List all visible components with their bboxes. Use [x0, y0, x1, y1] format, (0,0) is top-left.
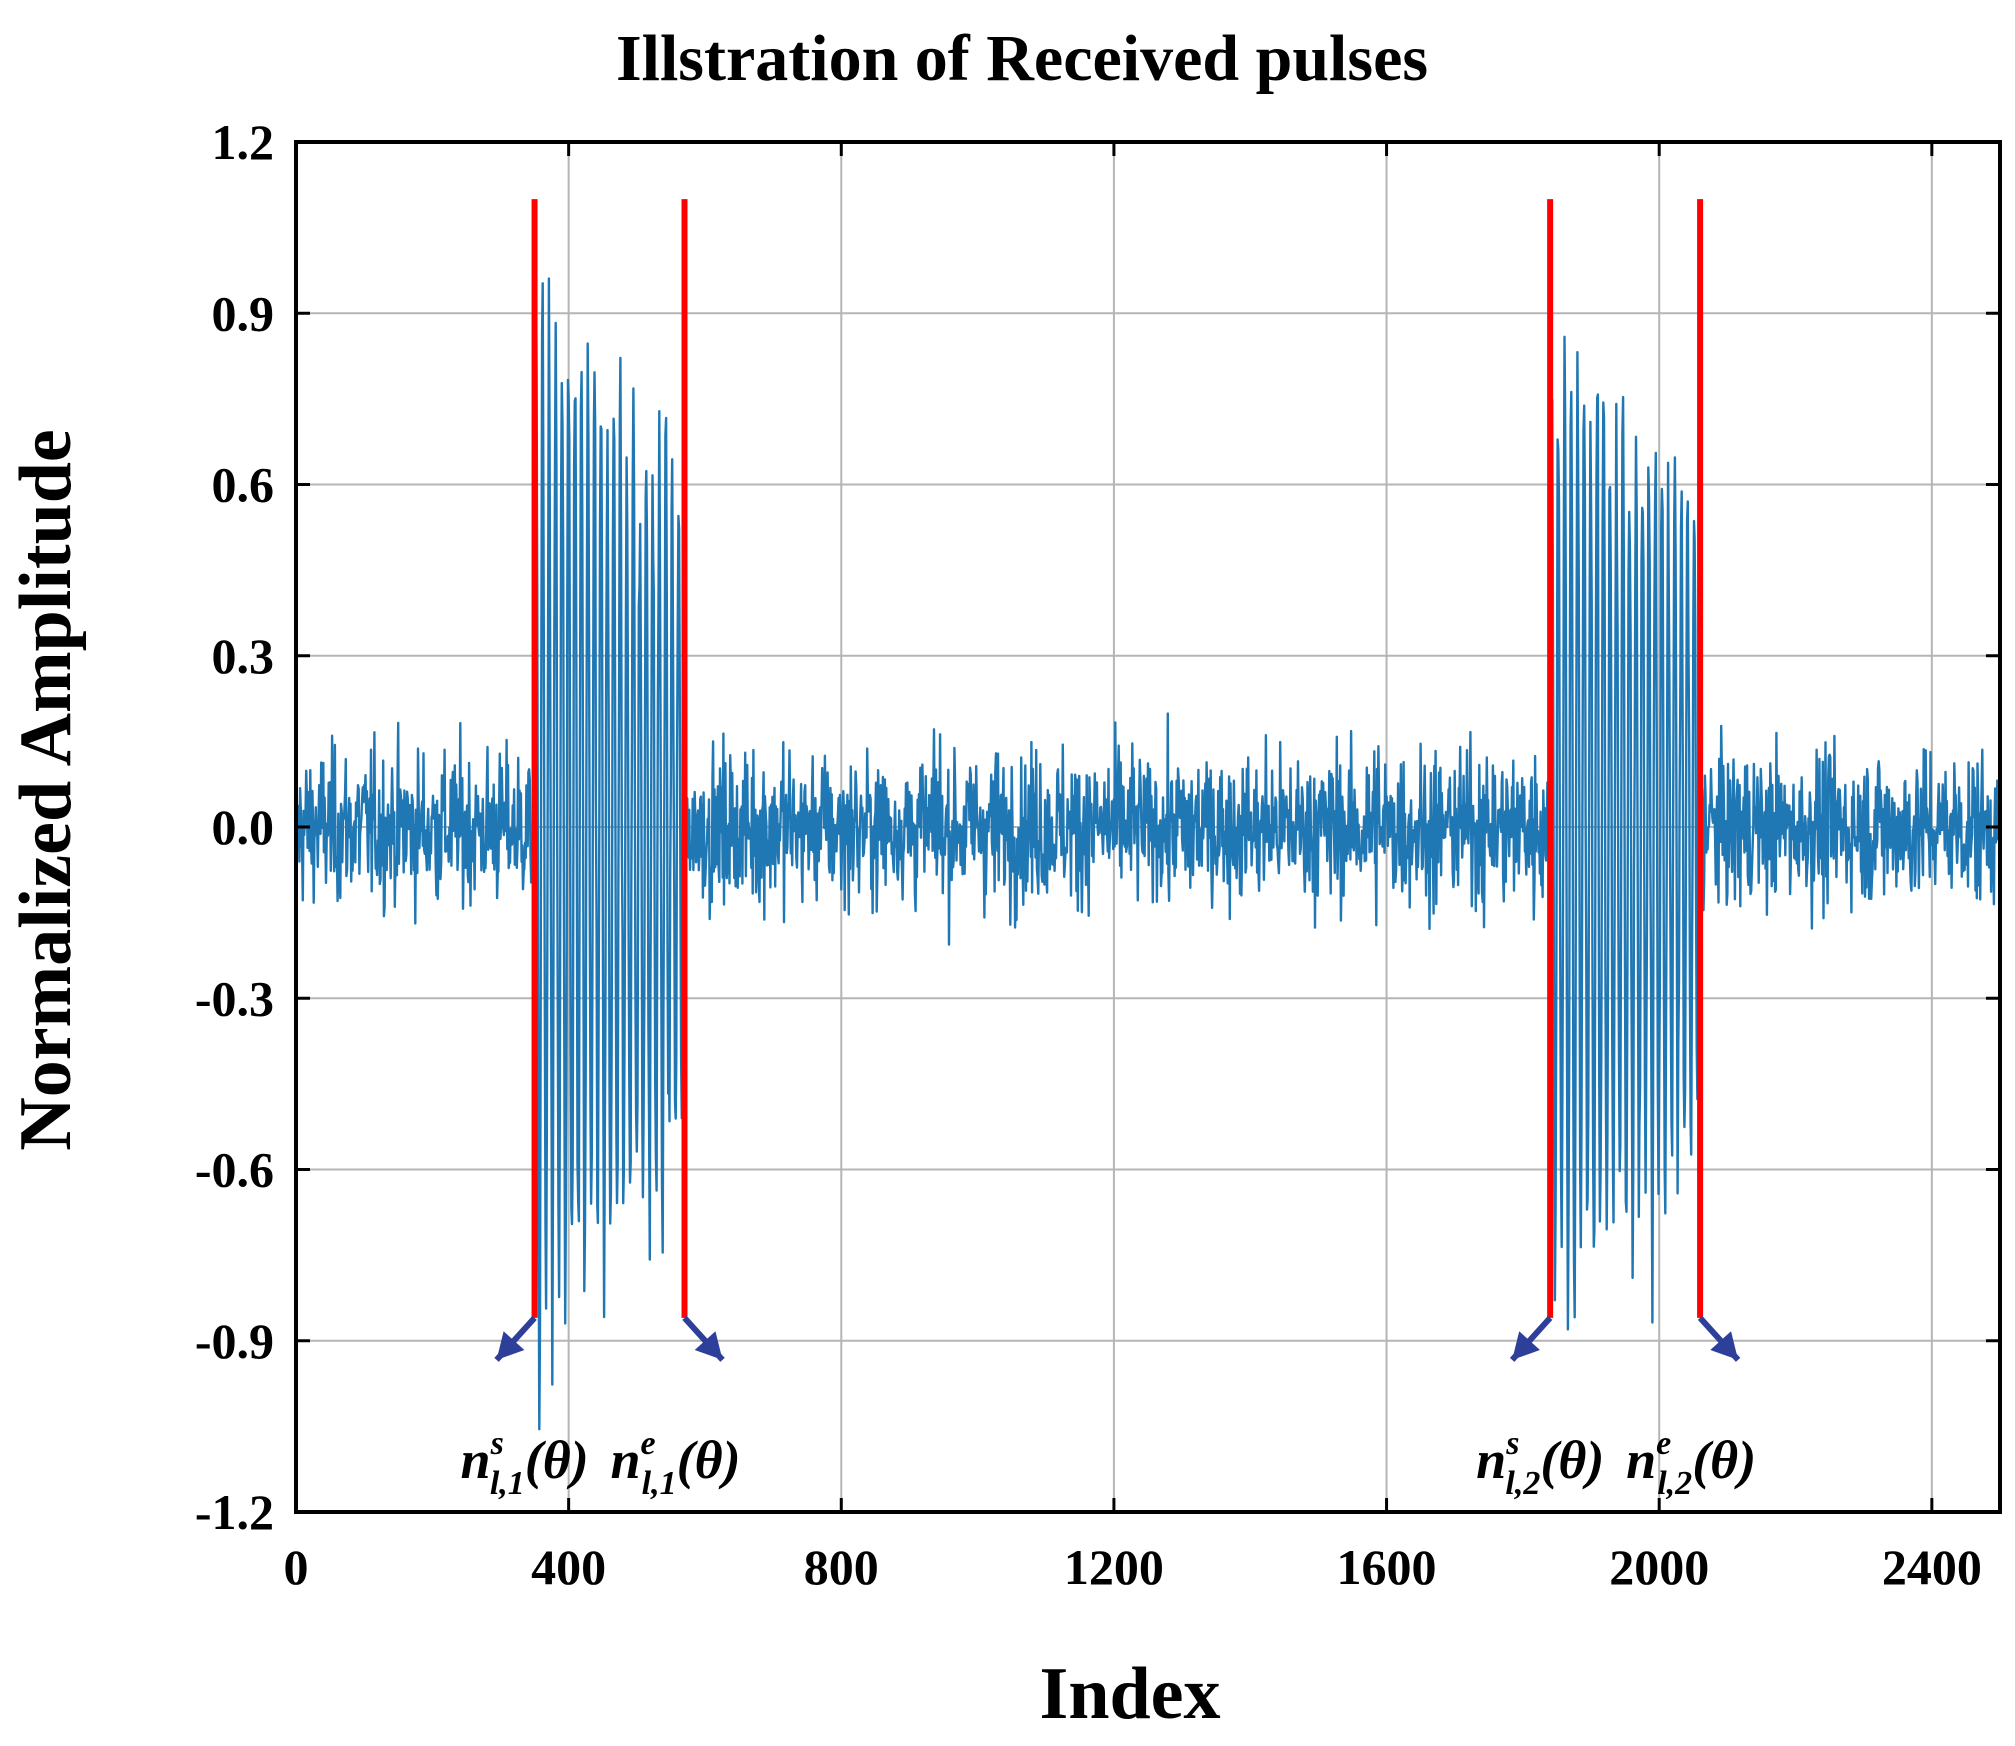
- chart-title: Illstration of Received pulses: [616, 22, 1428, 95]
- y-tick-label: 1.2: [212, 114, 275, 170]
- marker-arrowhead: [496, 1331, 525, 1360]
- marker-arrowhead: [1512, 1331, 1540, 1360]
- y-tick-label: -0.3: [195, 970, 274, 1026]
- y-tick-label: -1.2: [195, 1484, 274, 1540]
- pulse-markers: [494, 199, 1741, 1362]
- x-tick-label: 400: [531, 1539, 606, 1595]
- x-tick-label: 0: [284, 1539, 309, 1595]
- pulse-label: ne l,1(θ): [611, 1425, 741, 1502]
- pulse-label: ns l,2(θ): [1476, 1425, 1604, 1502]
- x-tick-label: 1200: [1064, 1539, 1164, 1595]
- x-tick-label: 1600: [1337, 1539, 1437, 1595]
- pulse-label: ne l,2(θ): [1626, 1425, 1756, 1502]
- x-tick-labels: 0 400 800 1200 1600 2000 2400: [284, 1539, 1982, 1595]
- signal-line: [294, 268, 2001, 1431]
- pulse-label: ns l,1(θ): [461, 1425, 589, 1502]
- x-tick-label: 800: [804, 1539, 879, 1595]
- x-axis-label: Index: [1040, 1653, 1221, 1735]
- y-tick-label: 0.6: [212, 457, 275, 513]
- y-tick-label: -0.9: [195, 1313, 274, 1369]
- x-tick-label: 2400: [1882, 1539, 1982, 1595]
- x-tick-label: 2000: [1609, 1539, 1709, 1595]
- y-tick-label: 0.9: [212, 285, 275, 341]
- y-tick-label: 0.0: [212, 799, 275, 855]
- marker-arrowhead: [1710, 1331, 1739, 1360]
- y-tick-labels: 1.2 0.9 0.6 0.3 0.0 -0.3 -0.6 -0.9 -1.2: [195, 114, 274, 1540]
- pulse-annotations: ns l,1(θ) ne l,1(θ) ns l,2(θ) ne l,2(θ): [461, 1425, 1757, 1502]
- marker-arrowhead: [694, 1331, 723, 1360]
- y-tick-label: -0.6: [195, 1142, 274, 1198]
- y-axis-label: Normalized Amplitude: [5, 429, 87, 1150]
- y-tick-label: 0.3: [212, 628, 275, 684]
- signal-series: [294, 268, 2001, 1431]
- axis-ticks: [294, 140, 2000, 1514]
